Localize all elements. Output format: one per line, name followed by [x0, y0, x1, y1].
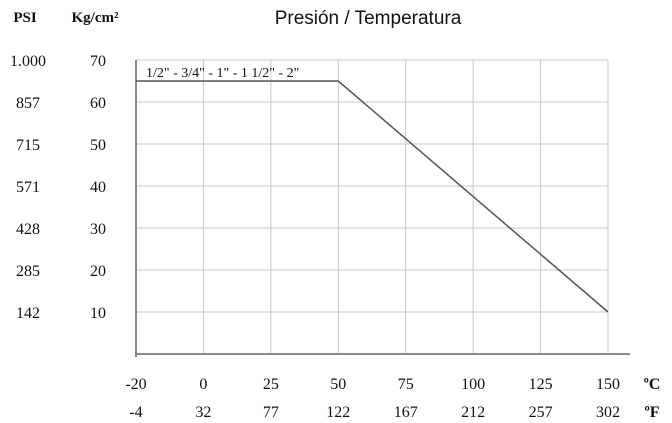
celsius-tick-label: -20 [125, 376, 146, 393]
celsius-tick-label: 150 [596, 376, 620, 393]
fahrenheit-tick-label: 212 [461, 404, 485, 421]
celsius-tick-label: 125 [529, 376, 553, 393]
kg-tick-label: 20 [90, 263, 106, 280]
celsius-unit-label: ºC [644, 376, 661, 393]
psi-tick-label: 285 [16, 263, 40, 280]
series-label: 1/2" - 3/4" - 1" - 1 1/2" - 2" [146, 66, 299, 81]
series-line [136, 80, 609, 313]
kg-axis-header: Kg/cm² [72, 10, 119, 26]
series-layer: 1/2" - 3/4" - 1" - 1 1/2" - 2" [136, 66, 609, 313]
fahrenheit-tick-label: 122 [326, 404, 350, 421]
fahrenheit-tick-label: 77 [263, 404, 279, 421]
psi-tick-label: 142 [16, 305, 40, 322]
chart-title: Presión / Temperatura [275, 8, 462, 29]
psi-tick-label: 571 [16, 179, 40, 196]
fahrenheit-tick-label: 167 [394, 404, 418, 421]
celsius-tick-label: 25 [263, 376, 279, 393]
celsius-tick-label: 50 [330, 376, 346, 393]
kg-tick-label: 60 [90, 95, 106, 112]
tick-labels: PSI Kg/cm² 1.000 70 857 60 715 50 571 40 428 30 285 2… [10, 10, 660, 421]
psi-tick-label: 1.000 [10, 53, 46, 70]
axes [135, 60, 630, 357]
psi-tick-label: 715 [16, 137, 40, 154]
kg-tick-label: 30 [90, 221, 106, 238]
psi-tick-label: 428 [16, 221, 40, 238]
celsius-tick-label: 0 [199, 376, 207, 393]
kg-tick-label: 50 [90, 137, 106, 154]
fahrenheit-tick-label: 302 [596, 404, 620, 421]
fahrenheit-unit-label: ºF [644, 404, 659, 421]
fahrenheit-tick-label: 257 [529, 404, 553, 421]
kg-tick-label: 70 [90, 53, 106, 70]
kg-tick-label: 40 [90, 179, 106, 196]
fahrenheit-tick-label: 32 [195, 404, 211, 421]
psi-axis-header: PSI [13, 10, 37, 26]
celsius-tick-label: 75 [398, 376, 414, 393]
fahrenheit-tick-label: -4 [129, 404, 142, 421]
grid [135, 59, 609, 354]
kg-tick-label: 10 [90, 305, 106, 322]
psi-tick-label: 857 [16, 95, 40, 112]
celsius-tick-label: 100 [461, 376, 485, 393]
